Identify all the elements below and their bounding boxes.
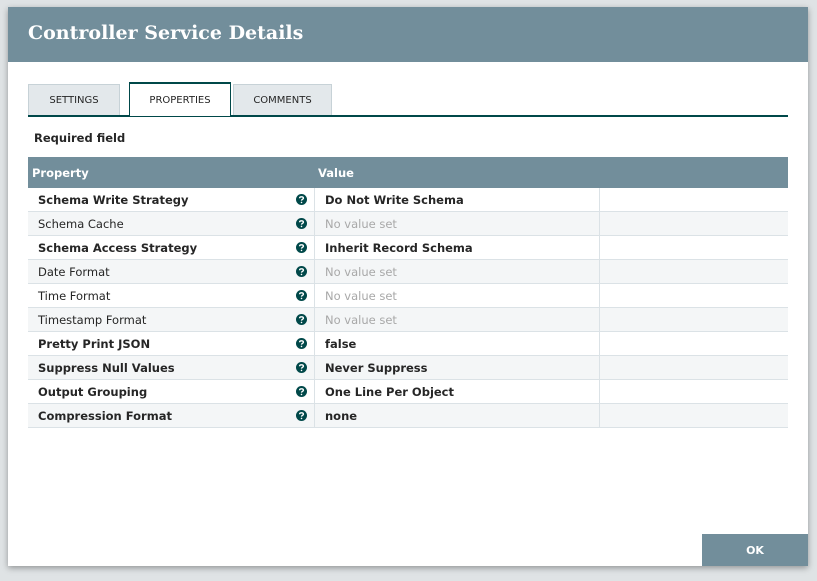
table-header: Property Value (28, 157, 788, 188)
tab[interactable]: PROPERTIES (129, 82, 231, 116)
table-row: Time Format No value set (28, 284, 788, 308)
help-icon[interactable] (296, 242, 307, 253)
property-cell: Date Format (28, 260, 315, 283)
table-row: Date Format No value set (28, 260, 788, 284)
value-cell: Do Not Write Schema (315, 188, 600, 211)
help-icon[interactable] (296, 290, 307, 301)
help-icon[interactable] (296, 314, 307, 325)
property-value: No value set (325, 289, 397, 303)
table-body: Schema Write Strategy Do Not Write Schema… (28, 188, 788, 428)
value-cell: false (315, 332, 600, 355)
property-cell: Schema Cache (28, 212, 315, 235)
tab[interactable]: SETTINGS (28, 84, 120, 115)
property-value: One Line Per Object (325, 385, 454, 399)
help-icon[interactable] (296, 218, 307, 229)
tab[interactable]: COMMENTS (233, 84, 332, 115)
value-cell: Inherit Record Schema (315, 236, 600, 259)
property-cell: Time Format (28, 284, 315, 307)
table-row: Schema Cache No value set (28, 212, 788, 236)
help-icon[interactable] (296, 194, 307, 205)
property-value: No value set (325, 313, 397, 327)
property-cell: Schema Write Strategy (28, 188, 315, 211)
property-value: Inherit Record Schema (325, 241, 473, 255)
property-value: none (325, 409, 358, 423)
property-cell: Compression Format (28, 404, 315, 427)
table-row: Compression Format none (28, 404, 788, 428)
table-row: Pretty Print JSON false (28, 332, 788, 356)
dialog: Controller Service Details SETTINGS PROPE… (8, 7, 808, 566)
property-value: Do Not Write Schema (325, 193, 464, 207)
value-cell: No value set (315, 260, 600, 283)
help-icon[interactable] (296, 338, 307, 349)
property-name: Suppress Null Values (38, 361, 175, 375)
help-icon[interactable] (296, 410, 307, 421)
dialog-header: Controller Service Details (8, 7, 808, 62)
property-cell: Timestamp Format (28, 308, 315, 331)
required-note: Required field (34, 131, 126, 145)
value-cell: No value set (315, 212, 600, 235)
table-row: Output Grouping One Line Per Object (28, 380, 788, 404)
ok-button[interactable]: OK (702, 534, 808, 566)
property-value: false (325, 337, 357, 351)
table-row: Timestamp Format No value set (28, 308, 788, 332)
property-cell: Suppress Null Values (28, 356, 315, 379)
property-cell: Output Grouping (28, 380, 315, 403)
property-name: Timestamp Format (38, 313, 147, 327)
column-header: Property (32, 166, 89, 180)
properties-table: Property Value Schema Write Strategy Do N… (28, 157, 788, 428)
property-value: Never Suppress (325, 361, 428, 375)
property-name: Date Format (38, 265, 110, 279)
property-value: No value set (325, 217, 397, 231)
property-name: Schema Cache (38, 217, 124, 231)
property-cell: Schema Access Strategy (28, 236, 315, 259)
help-icon[interactable] (296, 266, 307, 277)
value-cell: No value set (315, 284, 600, 307)
property-cell: Pretty Print JSON (28, 332, 315, 355)
table-row: Schema Access Strategy Inherit Record Sch… (28, 236, 788, 260)
table-row: Schema Write Strategy Do Not Write Schema (28, 188, 788, 212)
property-name: Schema Access Strategy (38, 241, 198, 255)
value-cell: Never Suppress (315, 356, 600, 379)
value-cell: none (315, 404, 600, 427)
column-header: Value (318, 166, 354, 180)
property-name: Output Grouping (38, 385, 148, 399)
property-name: Compression Format (38, 409, 172, 423)
help-icon[interactable] (296, 362, 307, 373)
property-name: Pretty Print JSON (38, 337, 151, 351)
property-value: No value set (325, 265, 397, 279)
property-name: Schema Write Strategy (38, 193, 189, 207)
value-cell: No value set (315, 308, 600, 331)
value-cell: One Line Per Object (315, 380, 600, 403)
property-name: Time Format (38, 289, 111, 303)
table-row: Suppress Null Values Never Suppress (28, 356, 788, 380)
dialog-title: Controller Service Details (28, 22, 304, 44)
help-icon[interactable] (296, 386, 307, 397)
tab-bar: SETTINGS PROPERTIES COMMENTS (28, 82, 788, 117)
